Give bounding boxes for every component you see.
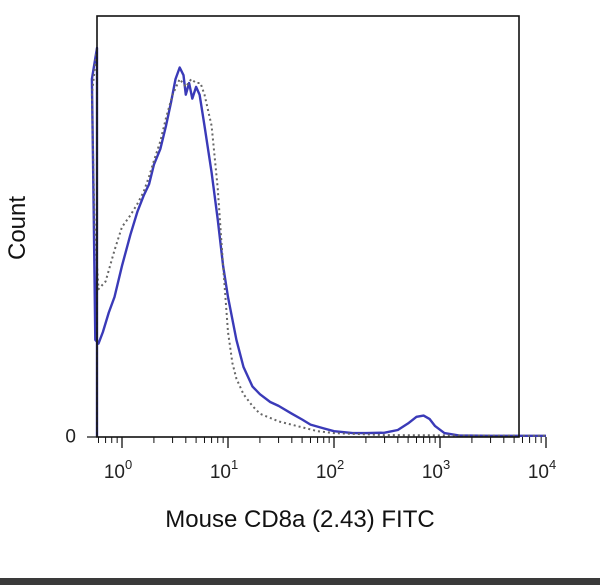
x-tick-marks	[97, 437, 547, 448]
series-layer	[90, 46, 547, 437]
x-tick-label-10-4: 104	[528, 457, 556, 483]
x-tick-label-10-3: 103	[422, 457, 450, 483]
y-axis-label: Count	[4, 196, 31, 260]
bottom-border-bar	[0, 578, 600, 585]
plot-frame	[96, 15, 520, 438]
x-axis-label: Mouse CD8a (2.43) FITC	[165, 506, 434, 533]
y-tick-label-0: 0	[65, 427, 76, 448]
x-tick-label-10-2: 102	[316, 457, 344, 483]
x-tick-label-10-0: 100	[104, 457, 132, 483]
x-tick-labels: 100 101 102 103 104	[104, 457, 556, 483]
x-tick-label-10-1: 101	[210, 457, 238, 483]
stained-histogram-line	[90, 46, 546, 437]
